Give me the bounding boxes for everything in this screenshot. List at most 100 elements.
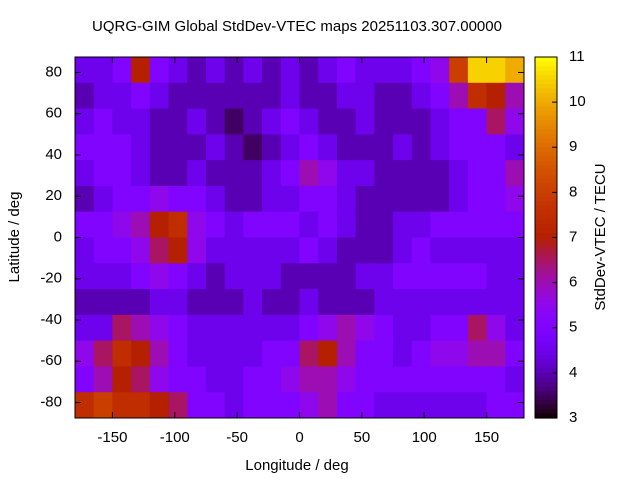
colorbar-segment xyxy=(535,151,557,157)
heat-cell xyxy=(75,263,95,290)
heat-cell xyxy=(93,57,113,84)
heat-cell xyxy=(411,392,431,419)
heat-cell xyxy=(243,289,263,316)
heat-cell xyxy=(486,134,506,161)
colorbar-segment xyxy=(535,377,557,383)
heat-cell xyxy=(299,263,319,290)
heat-cell xyxy=(75,108,95,135)
heat-cell xyxy=(243,108,263,135)
colorbar-segment xyxy=(535,88,557,94)
colorbar-segment xyxy=(535,205,557,212)
colorbar-segment xyxy=(535,273,557,279)
heat-cell xyxy=(93,314,113,342)
colorbar-segment xyxy=(535,75,557,81)
colorbar-segment xyxy=(535,336,557,342)
heat-cell xyxy=(205,392,226,419)
heat-cell xyxy=(243,185,263,213)
heat-cell xyxy=(187,108,207,135)
heat-cell xyxy=(449,134,469,161)
heat-cell xyxy=(262,263,282,290)
heat-cell xyxy=(318,108,338,135)
heat-cell xyxy=(299,366,319,393)
heat-cell xyxy=(243,134,263,161)
colorbar-tick-label: 10 xyxy=(569,93,586,110)
colorbar-segment xyxy=(535,169,557,175)
x-tick-label: 150 xyxy=(474,429,499,446)
heat-cell xyxy=(505,237,525,264)
heat-cell xyxy=(430,340,450,367)
heat-cell xyxy=(467,134,488,161)
heat-cell xyxy=(280,160,300,187)
x-tick-label: -100 xyxy=(160,429,190,446)
heat-cell xyxy=(168,314,188,342)
heat-cell xyxy=(336,211,357,238)
heat-cell xyxy=(467,185,488,213)
colorbar-segment xyxy=(535,345,557,351)
heat-cell xyxy=(299,314,319,342)
heat-cell xyxy=(262,82,282,110)
heat-cell xyxy=(374,237,394,264)
heat-cell xyxy=(187,185,207,213)
heat-cell xyxy=(262,314,282,342)
heat-cell xyxy=(505,289,525,316)
heat-cell xyxy=(430,263,450,290)
heat-cell xyxy=(149,57,170,84)
heat-cell xyxy=(75,340,95,367)
heat-cell xyxy=(336,57,357,84)
colorbar-segment xyxy=(535,372,557,378)
colorbar-segment xyxy=(535,363,557,369)
heat-cell xyxy=(112,237,132,264)
heat-cell xyxy=(318,340,338,367)
colorbar-segment xyxy=(535,84,557,90)
heat-cell xyxy=(355,57,375,84)
colorbar-segment xyxy=(535,386,557,392)
colorbar-segment xyxy=(535,214,557,221)
colorbar-segment xyxy=(535,124,557,130)
heat-cell xyxy=(299,211,319,238)
heat-cell xyxy=(205,134,226,161)
colorbar-segment xyxy=(535,264,557,270)
heat-cell xyxy=(486,211,506,238)
heat-cell xyxy=(486,82,506,110)
heat-cell xyxy=(336,134,357,161)
colorbar-segment xyxy=(535,359,557,365)
colorbar-segment xyxy=(535,228,557,234)
heat-cell xyxy=(224,211,244,238)
colorbar-segment xyxy=(535,102,557,108)
heat-cell xyxy=(75,237,95,264)
heat-cell xyxy=(318,263,338,290)
heat-cell xyxy=(75,185,95,213)
heat-cell xyxy=(318,289,338,316)
heat-cell xyxy=(168,263,188,290)
heat-cell xyxy=(243,366,263,393)
heat-cell xyxy=(205,185,226,213)
colorbar-segment xyxy=(535,323,557,329)
colorbar-label: StdDev-VTEC / TECU xyxy=(592,163,609,310)
heat-cell xyxy=(336,108,357,135)
heat-cell xyxy=(224,57,244,84)
heat-cell xyxy=(131,134,151,161)
heat-cell xyxy=(299,340,319,367)
heat-cell xyxy=(505,108,525,135)
heat-cell xyxy=(168,57,188,84)
colorbar-segment xyxy=(535,66,557,72)
colorbar-segment xyxy=(535,219,557,225)
heat-cell xyxy=(262,57,282,84)
heat-cell xyxy=(430,134,450,161)
heat-cell xyxy=(243,57,263,84)
heat-cell xyxy=(467,237,488,264)
heat-cell xyxy=(131,211,151,238)
heat-cell xyxy=(318,314,338,342)
heat-cell xyxy=(486,263,506,290)
x-tick-label: 0 xyxy=(295,429,303,446)
heat-cell xyxy=(430,237,450,264)
heat-cell xyxy=(131,237,151,264)
heat-cell xyxy=(505,392,525,419)
heat-cell xyxy=(149,314,170,342)
heat-cell xyxy=(486,314,506,342)
heat-cell xyxy=(112,340,132,367)
colorbar-segment xyxy=(535,115,557,121)
colorbar-segment xyxy=(535,318,557,324)
heat-cell xyxy=(374,314,394,342)
heat-cell xyxy=(299,185,319,213)
